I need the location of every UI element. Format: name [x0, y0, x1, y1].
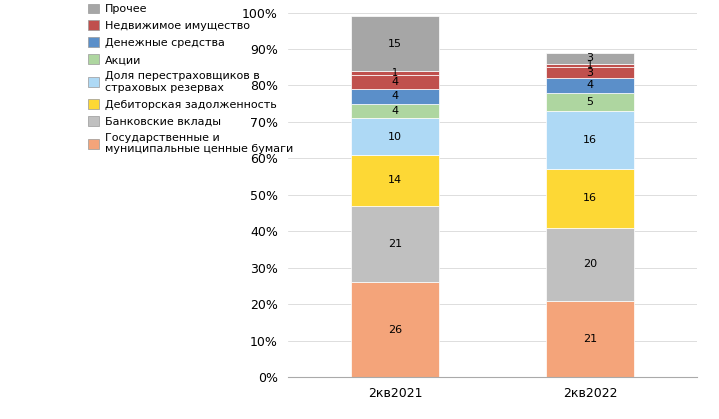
Bar — [351, 282, 439, 377]
Text: 15: 15 — [388, 39, 402, 49]
Bar — [546, 53, 634, 64]
Bar — [546, 67, 634, 78]
Bar — [351, 75, 439, 89]
Text: 3: 3 — [587, 53, 594, 63]
Bar — [546, 64, 634, 67]
Bar — [351, 16, 439, 71]
Bar — [351, 206, 439, 282]
Text: 4: 4 — [391, 77, 398, 87]
Bar — [351, 155, 439, 206]
Bar — [546, 111, 634, 169]
Text: 3: 3 — [587, 68, 594, 78]
Bar — [546, 169, 634, 228]
Text: 4: 4 — [587, 80, 594, 91]
Bar — [351, 118, 439, 155]
Bar — [546, 228, 634, 300]
Bar — [351, 89, 439, 103]
Bar — [546, 78, 634, 93]
Text: 1: 1 — [392, 68, 398, 78]
Bar — [351, 103, 439, 118]
Text: 5: 5 — [587, 97, 594, 107]
Text: 16: 16 — [583, 135, 597, 145]
Legend: Прочее, Недвижимое имущество, Денежные средства, Акции, Доля перестраховщиков в
: Прочее, Недвижимое имущество, Денежные с… — [88, 3, 293, 154]
Text: 21: 21 — [388, 239, 402, 249]
Bar — [546, 300, 634, 377]
Text: 16: 16 — [583, 194, 597, 204]
Text: 14: 14 — [388, 175, 402, 185]
Text: 10: 10 — [388, 132, 402, 142]
Text: 21: 21 — [583, 334, 597, 344]
Bar — [351, 71, 439, 75]
Text: 26: 26 — [388, 325, 402, 335]
Text: 4: 4 — [391, 91, 398, 101]
Text: 4: 4 — [391, 106, 398, 116]
Bar — [546, 93, 634, 111]
Text: 20: 20 — [583, 259, 597, 269]
Text: 1: 1 — [587, 60, 593, 70]
